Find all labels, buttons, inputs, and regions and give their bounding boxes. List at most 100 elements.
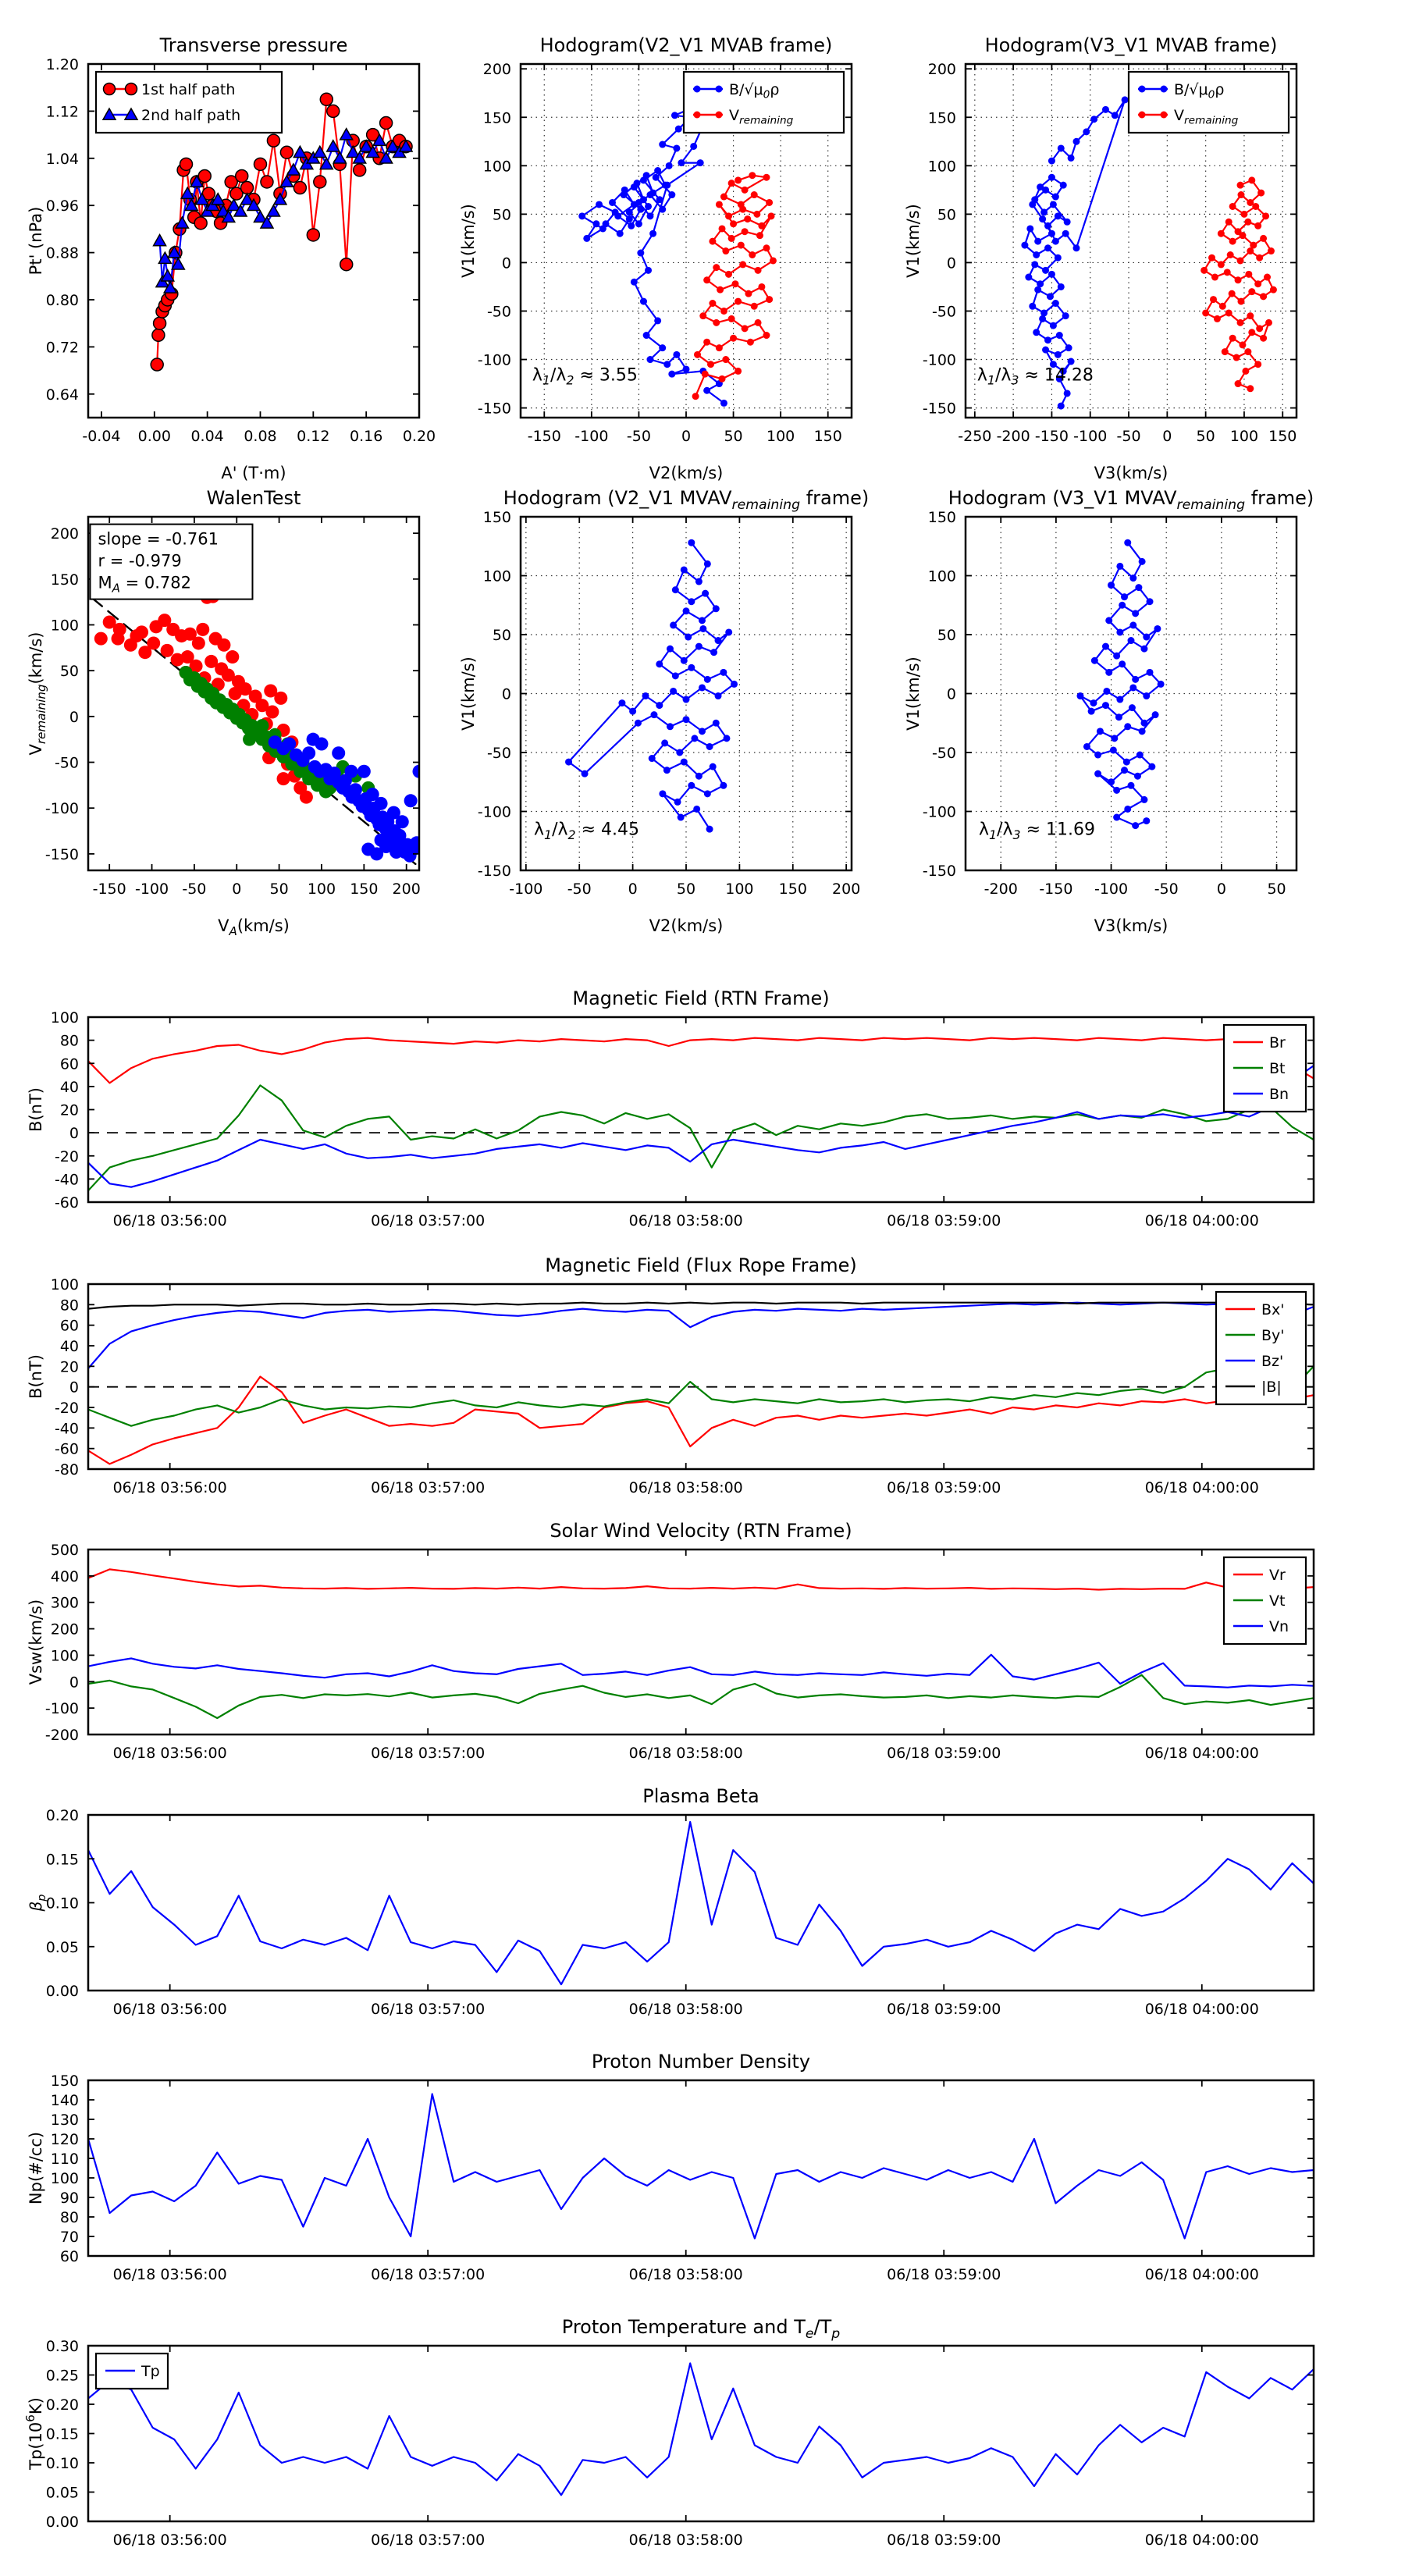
- svg-text:100: 100: [483, 158, 511, 175]
- svg-text:150: 150: [779, 881, 807, 898]
- svg-text:100: 100: [725, 881, 753, 898]
- svg-text:1.04: 1.04: [46, 151, 79, 168]
- svg-text:06/18 03:58:00: 06/18 03:58:00: [629, 1479, 743, 1496]
- svg-text:-100: -100: [1094, 881, 1128, 898]
- svg-text:Bz': Bz': [1261, 1353, 1283, 1370]
- svg-text:300: 300: [51, 1595, 79, 1612]
- svg-text:Np(#/cc): Np(#/cc): [27, 2132, 45, 2204]
- svg-text:By': By': [1261, 1327, 1285, 1344]
- svg-text:λ1/λ3 ≈ 11.69: λ1/λ3 ≈ 11.69: [979, 820, 1095, 842]
- svg-text:06/18 04:00:00: 06/18 04:00:00: [1145, 1479, 1259, 1496]
- svg-text:0: 0: [628, 881, 638, 898]
- svg-text:06/18 03:57:00: 06/18 03:57:00: [371, 1479, 485, 1496]
- svg-text:1.12: 1.12: [46, 103, 79, 120]
- svg-text:06/18 03:57:00: 06/18 03:57:00: [371, 1212, 485, 1229]
- svg-text:50: 50: [60, 663, 79, 680]
- svg-text:06/18 03:59:00: 06/18 03:59:00: [887, 2266, 1001, 2283]
- svg-text:0.80: 0.80: [46, 292, 79, 309]
- magnetic-field-flux-rope-legend: Bx' By' Bz' |B|: [1215, 1290, 1307, 1406]
- svg-text:V3(km/s): V3(km/s): [1094, 464, 1168, 482]
- svg-text:06/18 03:57:00: 06/18 03:57:00: [371, 1745, 485, 1762]
- panel-proton-temperature: 06/18 03:56:00 06/18 03:57:00 06/18 03:58:…: [14, 2300, 1329, 2567]
- svg-text:Magnetic Field (Flux Rope Fram: Magnetic Field (Flux Rope Frame): [545, 1254, 856, 1276]
- svg-text:130: 130: [51, 2112, 79, 2129]
- svg-text:λ1/λ2 ≈ 4.45: λ1/λ2 ≈ 4.45: [534, 820, 639, 842]
- svg-text:06/18 03:59:00: 06/18 03:59:00: [887, 1745, 1001, 1762]
- svg-text:0.08: 0.08: [244, 428, 276, 445]
- svg-text:150: 150: [51, 571, 79, 589]
- svg-text:Vremaining(km/s): Vremaining(km/s): [27, 632, 48, 755]
- svg-text:-100: -100: [509, 881, 542, 898]
- svg-text:60: 60: [60, 2248, 79, 2265]
- svg-text:50: 50: [937, 206, 956, 223]
- svg-text:60: 60: [60, 1055, 79, 1073]
- svg-text:-50: -50: [932, 303, 956, 320]
- svg-text:200: 200: [928, 61, 956, 78]
- svg-text:06/18 03:58:00: 06/18 03:58:00: [629, 2532, 743, 2549]
- svg-text:Solar Wind Velocity (RTN Frame: Solar Wind Velocity (RTN Frame): [550, 1520, 852, 1542]
- svg-text:100: 100: [51, 617, 79, 634]
- svg-text:-150: -150: [923, 400, 956, 418]
- svg-text:MA = 0.782: MA = 0.782: [98, 574, 191, 596]
- svg-text:40: 40: [60, 1079, 79, 1096]
- svg-text:Bt: Bt: [1269, 1060, 1285, 1077]
- svg-text:-100: -100: [45, 800, 79, 817]
- svg-text:0: 0: [947, 254, 956, 272]
- svg-text:06/18 03:59:00: 06/18 03:59:00: [887, 2532, 1001, 2549]
- svg-text:06/18 04:00:00: 06/18 04:00:00: [1145, 2266, 1259, 2283]
- svg-text:VA(km/s): VA(km/s): [218, 916, 290, 938]
- svg-text:0.10: 0.10: [46, 1895, 79, 1912]
- svg-text:0: 0: [69, 709, 79, 726]
- svg-text:0.15: 0.15: [46, 2426, 79, 2443]
- panel-hodogram-v3v1-mvab: -250 -200 -150 -100 -50 0 50 100 150 -150 -100 -50 0…: [891, 19, 1312, 503]
- svg-text:06/18 04:00:00: 06/18 04:00:00: [1145, 2001, 1259, 2018]
- svg-text:0.25: 0.25: [46, 2368, 79, 2385]
- svg-text:-100: -100: [923, 352, 956, 369]
- svg-text:20: 20: [60, 1102, 79, 1119]
- panel-walen-test: -150 -100 -50 0 50 100 150 200 -150 -100 -50 0 50 100…: [14, 471, 435, 956]
- svg-text:50: 50: [677, 881, 695, 898]
- svg-text:100: 100: [767, 428, 795, 445]
- svg-text:06/18 03:57:00: 06/18 03:57:00: [371, 2532, 485, 2549]
- panel-solar-wind-velocity: 06/18 03:56:00 06/18 03:57:00 06/18 03:58:…: [14, 1504, 1329, 1780]
- svg-text:80: 80: [60, 1033, 79, 1050]
- proton-temperature-legend: Tp: [94, 2352, 169, 2390]
- svg-text:-150: -150: [478, 400, 511, 418]
- svg-text:Vr: Vr: [1269, 1567, 1286, 1584]
- svg-text:-100: -100: [478, 804, 511, 821]
- svg-text:Hodogram (V2_V1 MVAVremaining: Hodogram (V2_V1 MVAVremaining frame): [503, 487, 869, 513]
- svg-text:λ1/λ3 ≈ 14.28: λ1/λ3 ≈ 14.28: [977, 365, 1094, 387]
- svg-text:V1(km/s): V1(km/s): [459, 656, 478, 731]
- svg-text:500: 500: [51, 1542, 79, 1559]
- svg-text:06/18 03:56:00: 06/18 03:56:00: [113, 1479, 227, 1496]
- svg-text:150: 150: [350, 881, 378, 898]
- svg-text:slope = -0.761: slope = -0.761: [98, 530, 219, 549]
- svg-text:βp: βp: [27, 1895, 48, 1912]
- svg-text:06/18 03:58:00: 06/18 03:58:00: [629, 1212, 743, 1229]
- svg-text:-100: -100: [1073, 428, 1107, 445]
- svg-text:100: 100: [51, 1009, 79, 1026]
- svg-text:0: 0: [681, 428, 691, 445]
- svg-text:06/18 03:56:00: 06/18 03:56:00: [113, 2266, 227, 2283]
- svg-text:150: 150: [483, 509, 511, 526]
- svg-text:1.20: 1.20: [46, 56, 79, 73]
- svg-text:0: 0: [947, 686, 956, 703]
- svg-text:0: 0: [69, 1379, 79, 1397]
- svg-text:Vsw(km/s): Vsw(km/s): [27, 1599, 45, 1685]
- svg-text:200: 200: [51, 525, 79, 543]
- svg-text:-100: -100: [45, 1700, 79, 1717]
- svg-text:200: 200: [51, 1621, 79, 1638]
- svg-text:V2(km/s): V2(km/s): [649, 916, 724, 935]
- svg-text:Proton Number Density: Proton Number Density: [592, 2051, 810, 2073]
- panel-hodogram-v2v1-mvav: -100 -50 0 50 100 150 200 -150 -100 -50 0 50 100 150 H…: [446, 471, 869, 956]
- svg-text:V1(km/s): V1(km/s): [904, 656, 923, 731]
- svg-text:-150: -150: [528, 428, 561, 445]
- hodogram-v2v1-mvab-legend: B/√μ0ρ Vremaining: [682, 70, 845, 134]
- svg-text:-200: -200: [997, 428, 1030, 445]
- transverse-pressure-plot: -0.04 0.00 0.04 0.08 0.12 0.16 0.20 0.64 0.72 0.8…: [27, 34, 436, 482]
- svg-text:Pt' (nPa): Pt' (nPa): [27, 207, 45, 276]
- svg-text:50: 50: [270, 881, 289, 898]
- svg-text:-150: -150: [45, 846, 79, 863]
- svg-text:-100: -100: [923, 804, 956, 821]
